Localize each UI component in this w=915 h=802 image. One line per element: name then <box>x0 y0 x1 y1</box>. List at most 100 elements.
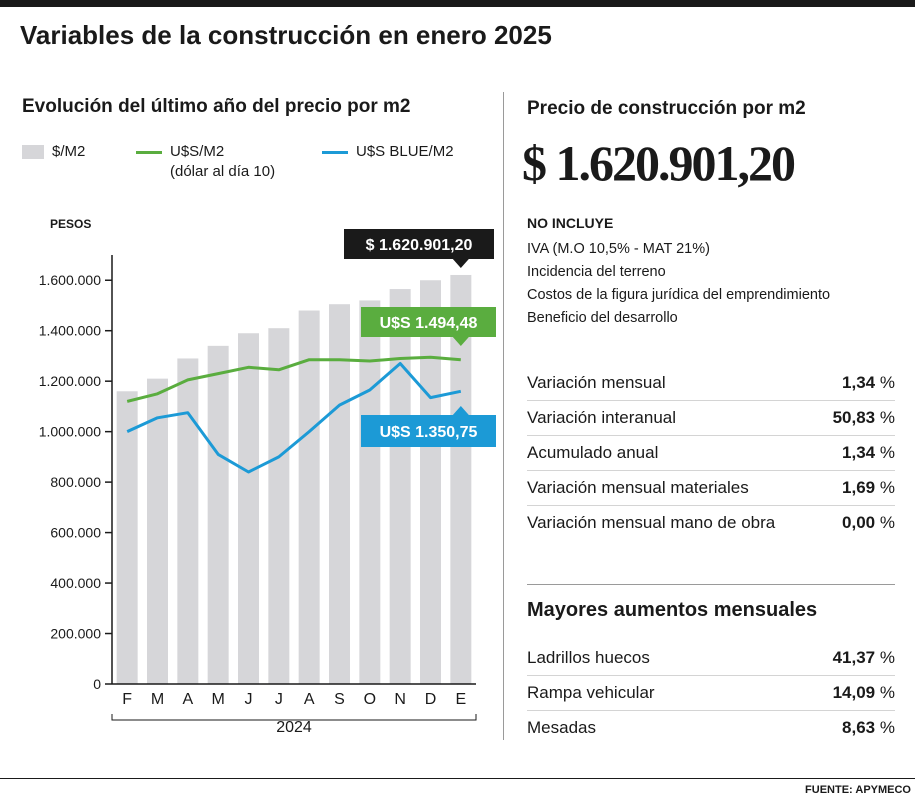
price-chart: PESOS 0 200.000 400.000 600.000 800.000 1.000.… <box>39 217 496 736</box>
callout-box <box>344 229 494 259</box>
callout-box <box>361 307 496 337</box>
x-tick-label: A <box>182 691 193 708</box>
bar <box>147 378 168 684</box>
stat-label: Variación mensual mano de obra <box>527 513 776 532</box>
data-label: U$S 1.494,48 <box>380 315 478 332</box>
x-tick-label: J <box>245 691 253 708</box>
x-tick-label: O <box>364 691 376 708</box>
bar <box>177 358 199 684</box>
not-included-item: Beneficio del desarrollo <box>527 310 678 326</box>
not-included-item: IVA (M.O 10,5% - MAT 21%) <box>527 241 710 257</box>
legend-swatch-line-green <box>136 150 162 154</box>
stat-value: 1,34 % <box>842 373 895 392</box>
x-tick-label: M <box>212 691 225 708</box>
increase-value: 8,63 % <box>842 718 895 737</box>
bar <box>450 274 472 684</box>
bar <box>359 300 381 684</box>
x-axis-bracket <box>111 714 477 721</box>
price-per-m2: $ 1.620.901,20 <box>522 135 796 191</box>
stat-label: Variación interanual <box>527 408 676 427</box>
legend-label: U$S/M2 <box>170 143 225 160</box>
y-tick-label: 400.000 <box>50 575 101 591</box>
stat-label: Variación mensual materiales <box>527 478 749 497</box>
increase-row: Mesadas 8,63 % <box>527 711 895 745</box>
y-tick-label: 1.000.000 <box>39 424 101 440</box>
legend-label: U$S BLUE/M2 <box>356 143 454 160</box>
x-tick-label: N <box>394 691 406 708</box>
stat-row: Variación mensual mano de obra 0,00 % <box>527 506 895 540</box>
increase-label: Rampa vehicular <box>527 683 655 702</box>
x-tick-label: E <box>455 691 466 708</box>
stat-row: Acumulado anual 1,34 % <box>527 436 895 471</box>
not-included-title: NO INCLUYE <box>527 215 614 231</box>
stat-label: Variación mensual <box>527 373 666 392</box>
y-tick-label: 1.600.000 <box>39 272 101 288</box>
bar <box>298 310 320 684</box>
callout-box <box>361 415 496 447</box>
increase-value: 14,09 % <box>832 683 895 702</box>
increases-table: Ladrillos huecos 41,37 % Rampa vehicular 1… <box>527 641 895 745</box>
stat-row: Variación interanual 50,83 % <box>527 401 895 436</box>
stat-row: Variación mensual materiales 1,69 % <box>527 471 895 506</box>
y-tick-label: 600.000 <box>50 525 101 541</box>
bar <box>420 280 441 684</box>
stat-row: Variación mensual 1,34 % <box>527 366 895 401</box>
bottom-rule <box>0 778 915 779</box>
increase-label: Ladrillos huecos <box>527 648 650 667</box>
series-line-usd-blue <box>126 362 462 474</box>
not-included-list: IVA (M.O 10,5% - MAT 21%) Incidencia del… <box>527 238 830 330</box>
x-tick-label: M <box>151 691 164 708</box>
callout-pointer <box>452 337 469 346</box>
increases-title: Mayores aumentos mensuales <box>527 599 818 621</box>
x-tick-label: S <box>334 691 345 708</box>
section-divider <box>527 584 895 585</box>
data-label: U$S 1.350,75 <box>380 424 478 441</box>
source-credit: FUENTE: APYMECO <box>805 784 911 796</box>
bar <box>207 345 229 684</box>
y-axis-label: PESOS <box>50 217 91 231</box>
callout-pointer <box>452 406 469 415</box>
bar <box>268 328 290 684</box>
top-rule <box>0 0 915 7</box>
legend-swatch-bar <box>22 145 44 160</box>
legend-item-pesos: $/M2 <box>22 143 85 160</box>
stat-label: Acumulado anual <box>527 443 659 462</box>
y-tick-label: 1.200.000 <box>39 373 101 389</box>
not-included-item: Costos de la figura jurídica del emprend… <box>527 287 831 303</box>
legend-sublabel: (dólar al día 10) <box>170 163 276 180</box>
page-title: Variables de la construcción en enero 20… <box>20 20 552 50</box>
increase-row: Rampa vehicular 14,09 % <box>527 676 895 711</box>
increase-row: Ladrillos huecos 41,37 % <box>527 641 895 676</box>
series-line-usd <box>126 355 461 403</box>
legend-item-usd: U$S/M2 (dólar al día 10) <box>136 143 275 180</box>
callout: $ 1.620.901,20 <box>344 229 494 268</box>
bar <box>238 333 259 684</box>
y-tick-label: 0 <box>93 676 101 692</box>
x-tick-label: A <box>304 691 315 708</box>
increase-value: 41,37 % <box>832 648 895 667</box>
x-tick-label: F <box>122 691 132 708</box>
legend-label: $/M2 <box>52 143 86 160</box>
data-label: $ 1.620.901,20 <box>366 237 473 254</box>
stat-value: 50,83 % <box>832 408 895 427</box>
price-panel-title: Precio de construcción por m2 <box>527 98 806 119</box>
stat-value: 0,00 % <box>842 513 895 532</box>
x-axis-title: 2024 <box>276 719 312 736</box>
stats-table: Variación mensual 1,34 % Variación intera… <box>527 366 895 540</box>
y-tick-label: 800.000 <box>50 474 101 490</box>
legend-swatch-line-blue <box>322 150 348 154</box>
callout: U$S 1.350,75 <box>361 406 496 447</box>
callout-pointer <box>452 259 469 268</box>
legend-item-usd-blue: U$S BLUE/M2 <box>322 143 454 160</box>
x-tick-label: D <box>425 691 437 708</box>
y-tick-label: 200.000 <box>50 626 101 642</box>
column-divider <box>503 92 504 740</box>
stat-value: 1,34 % <box>842 443 895 462</box>
bar <box>389 289 411 684</box>
bar <box>329 304 350 684</box>
x-tick-label: J <box>275 691 283 708</box>
stat-value: 1,69 % <box>842 478 895 497</box>
not-included-item: Incidencia del terreno <box>527 264 666 280</box>
y-tick-label: 1.400.000 <box>39 323 101 339</box>
chart-title: Evolución del último año del precio por … <box>22 96 411 117</box>
